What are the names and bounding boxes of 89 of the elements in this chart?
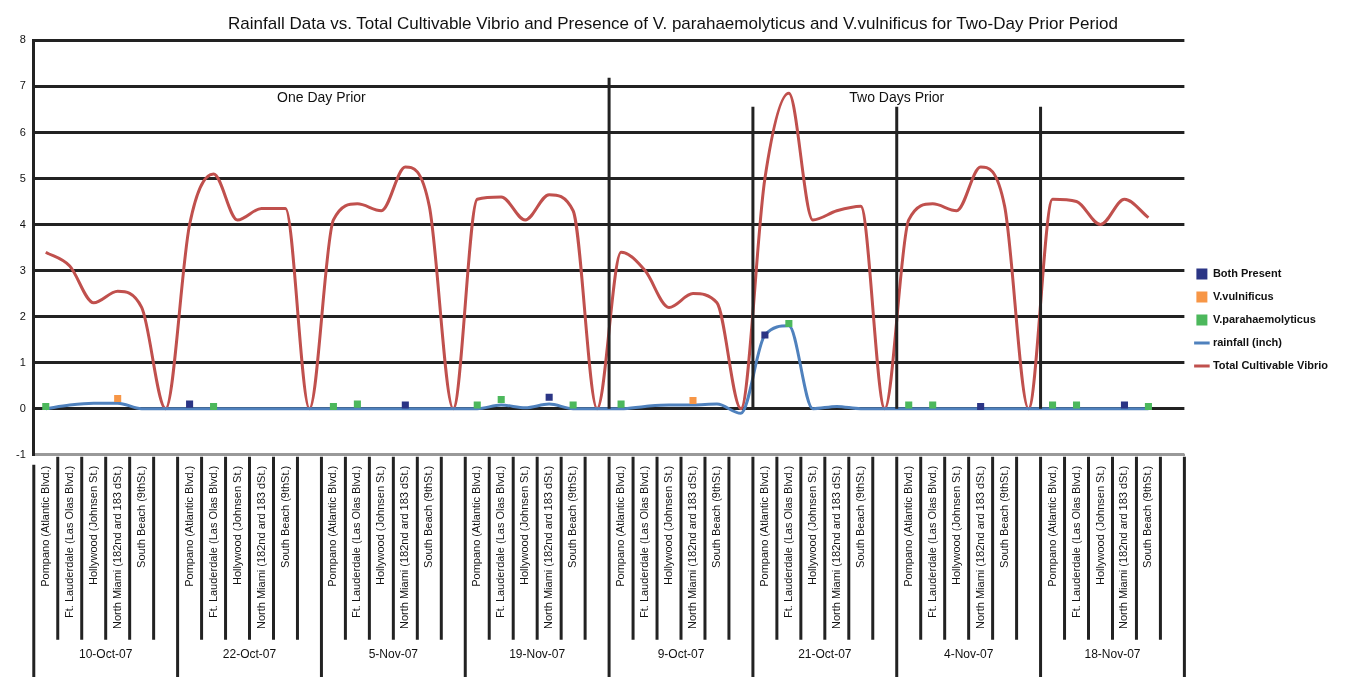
- legend-label: V.vulnificus: [1212, 290, 1274, 303]
- x-tick-label: Ft. Lauderdale (Las Olas Blvd.): [638, 465, 651, 619]
- legend-label: Total Cultivable Vibrio: [1212, 359, 1329, 372]
- y-tick-label: 2: [19, 309, 26, 322]
- y-tick-label: 1: [19, 355, 26, 368]
- x-tick-label: Ft. Lauderdale (Las Olas Blvd.): [62, 465, 75, 619]
- text: 19-Nov-07: [509, 647, 566, 662]
- text: 9-Oct-07: [657, 647, 705, 662]
- y-tick-label: 3: [19, 263, 26, 276]
- point: [905, 401, 913, 409]
- text: 10-Oct-07: [79, 647, 133, 662]
- text: 5-Nov-07: [368, 647, 419, 662]
- x-tick-label: Pompano (Atlantic Blvd.): [38, 465, 51, 587]
- x-tick-label: Pompano (Atlantic Blvd.): [614, 465, 627, 587]
- x-tick-label: Ft. Lauderdale (Las Olas Blvd.): [350, 465, 363, 619]
- y-tick-label: -1: [16, 447, 26, 460]
- point: [401, 401, 409, 409]
- point: [761, 331, 769, 339]
- point: [42, 402, 50, 410]
- x-tick-label: South Beach (9thSt.): [997, 465, 1010, 568]
- annotation: One Day Prior: [277, 89, 367, 106]
- legend-label: V.parahaemolyticus: [1212, 313, 1316, 326]
- x-tick-label: Pompano (Atlantic Blvd.): [757, 465, 770, 587]
- text: 4-Nov-07: [943, 647, 994, 662]
- point: [617, 400, 625, 408]
- x-tick-label: Hollywood (Johnsen St.): [86, 465, 99, 585]
- annotation: Two Days Prior: [849, 89, 945, 106]
- x-tick-label: North Miami (182nd ard 183 dSt.): [686, 465, 699, 630]
- text: 21-Oct-07: [798, 647, 852, 662]
- x-tick-label: Pompano (Atlantic Blvd.): [470, 465, 483, 587]
- x-tick-label: Ft. Lauderdale (Las Olas Blvd.): [1069, 465, 1082, 619]
- point: [1072, 401, 1081, 409]
- x-tick-label: South Beach (9thSt.): [134, 465, 147, 568]
- x-tick-label: Pompano (Atlantic Blvd.): [1045, 465, 1058, 587]
- x-tick-label: North Miami (182nd ard 183 dSt.): [110, 465, 123, 630]
- point: [569, 401, 577, 409]
- x-tick-label: Hollywood (Johnsen St.): [230, 465, 243, 585]
- x-tick-label: Hollywood (Johnsen St.): [662, 465, 675, 585]
- point: [977, 402, 985, 410]
- x-tick-label: North Miami (182nd ard 183 dSt.): [973, 465, 986, 630]
- point: [1144, 402, 1152, 410]
- point: [1120, 401, 1128, 409]
- text: 22-Oct-07: [222, 647, 277, 662]
- x-tick-label: Ft. Lauderdale (Las Olas Blvd.): [925, 465, 938, 619]
- x-tick-label: North Miami (182nd ard 183 dSt.): [542, 465, 555, 630]
- point: [186, 400, 194, 408]
- y-tick-label: 5: [19, 171, 26, 184]
- x-tick-label: South Beach (9thSt.): [422, 465, 435, 568]
- point: [929, 401, 937, 409]
- x-tick-label: Hollywood (Johnsen St.): [518, 465, 531, 585]
- point: [473, 401, 481, 409]
- point: [329, 402, 337, 410]
- x-tick-label: South Beach (9thSt.): [566, 465, 579, 568]
- x-tick-label: Pompano (Atlantic Blvd.): [182, 465, 195, 587]
- point: [785, 320, 793, 328]
- point: [497, 395, 505, 404]
- legend-label: Both Present: [1212, 267, 1282, 280]
- x-tick-label: Hollywood (Johnsen St.): [374, 465, 387, 585]
- point: [1049, 401, 1057, 409]
- x-tick-label: Hollywood (Johnsen St.): [805, 465, 818, 585]
- point: [210, 402, 218, 410]
- x-tick-label: North Miami (182nd ard 183 dSt.): [1117, 465, 1130, 630]
- x-tick-label: North Miami (182nd ard 183 dSt.): [398, 465, 411, 630]
- x-tick-label: Ft. Lauderdale (Las Olas Blvd.): [781, 465, 794, 619]
- x-tick-label: Pompano (Atlantic Blvd.): [326, 465, 339, 587]
- x-tick-label: North Miami (182nd ard 183 dSt.): [254, 465, 267, 630]
- text: 18-Nov-07: [1084, 647, 1141, 662]
- line-series: [44, 91, 1150, 411]
- y-tick-label: 7: [19, 79, 26, 92]
- x-tick-label: Hollywood (Johnsen St.): [949, 465, 962, 585]
- x-tick-label: South Beach (9thSt.): [853, 465, 866, 568]
- point: [689, 396, 697, 404]
- x-tick-label: North Miami (182nd ard 183 dSt.): [829, 465, 842, 630]
- x-tick-label: Ft. Lauderdale (Las Olas Blvd.): [206, 465, 219, 619]
- point: [114, 395, 122, 403]
- chart-title: Rainfall Data vs. Total Cultivable Vibrio and Presence of V. parahaemolyticus and V.vulnificus for Two-Day Prior Period: [228, 13, 1118, 33]
- y-tick-label: 4: [19, 217, 26, 230]
- x-tick-label: South Beach (9thSt.): [709, 465, 722, 568]
- legend-label: rainfall (inch): [1212, 336, 1283, 349]
- point: [353, 400, 361, 408]
- y-tick-label: 6: [19, 125, 26, 138]
- x-tick-label: Hollywood (Johnsen St.): [1093, 465, 1106, 585]
- x-tick-label: Ft. Lauderdale (Las Olas Blvd.): [494, 465, 507, 619]
- x-tick-label: South Beach (9thSt.): [278, 465, 291, 568]
- y-tick-label: 8: [19, 33, 26, 46]
- x-tick-label: Pompano (Atlantic Blvd.): [901, 465, 914, 587]
- x-tick-label: South Beach (9thSt.): [1141, 465, 1154, 568]
- y-tick-label: 0: [19, 401, 26, 414]
- point: [545, 393, 553, 401]
